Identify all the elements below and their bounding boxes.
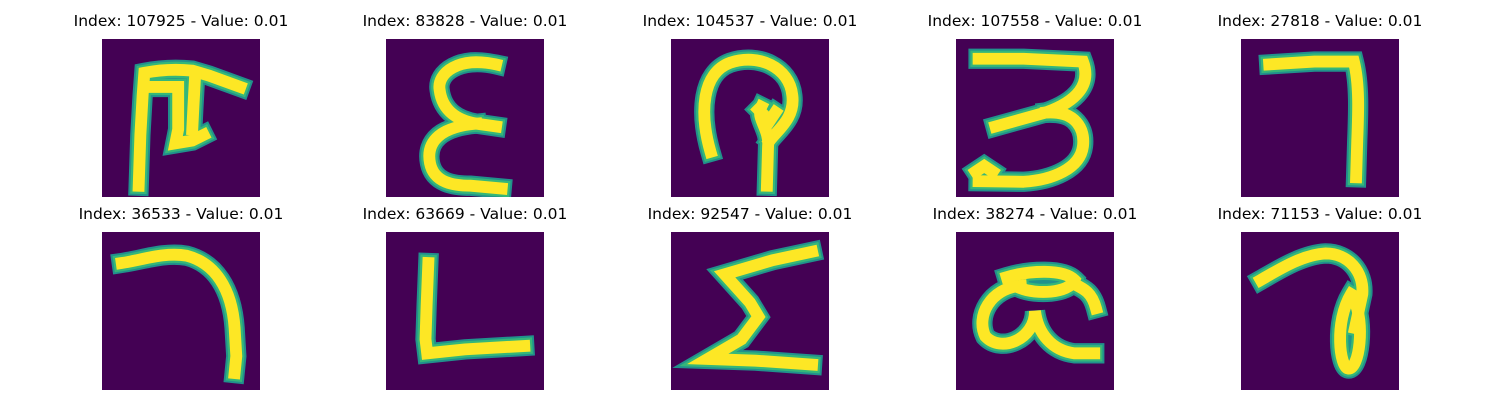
panel-title: Index: 27818 - Value: 0.01 [1217, 12, 1423, 30]
panel-title: Index: 104537 - Value: 0.01 [642, 12, 858, 30]
panel-title: Index: 71153 - Value: 0.01 [1217, 205, 1423, 223]
glyph-image [386, 39, 544, 197]
glyph-image [671, 39, 829, 197]
glyph-stroke [1262, 55, 1365, 184]
panel-7: Index: 63669 - Value: 0.01 [340, 204, 590, 394]
glyph-stroke [976, 279, 1101, 360]
glyph-stroke [687, 244, 820, 371]
panel-5: Index: 27818 - Value: 0.01 [1195, 11, 1445, 201]
panel-1: Index: 107925 - Value: 0.01 [56, 11, 306, 201]
glyph-stroke [1252, 247, 1369, 335]
glyph-image [956, 39, 1114, 197]
glyph-stroke [1063, 274, 1104, 316]
glyph-stroke [423, 117, 509, 195]
glyph-image [1241, 39, 1399, 197]
glyph-stroke [138, 81, 212, 151]
glyph-image [956, 232, 1114, 390]
glyph-stroke [698, 53, 799, 160]
panel-title: Index: 92547 - Value: 0.01 [647, 205, 853, 223]
panel-9: Index: 38274 - Value: 0.01 [910, 204, 1160, 394]
glyph-stroke [186, 69, 202, 136]
glyph-stroke [115, 248, 243, 380]
image-background [386, 232, 544, 390]
panel-4: Index: 107558 - Value: 0.01 [910, 11, 1160, 201]
panel-6: Index: 36533 - Value: 0.01 [56, 204, 306, 394]
glyph-image [386, 232, 544, 390]
glyph-image [671, 232, 829, 390]
glyph-stroke [967, 158, 1001, 180]
panel-title: Index: 83828 - Value: 0.01 [362, 12, 568, 30]
glyph-stroke [1334, 285, 1366, 375]
panel-8: Index: 92547 - Value: 0.01 [625, 204, 875, 394]
panel-title: Index: 63669 - Value: 0.01 [362, 205, 568, 223]
panel-title: Index: 107925 - Value: 0.01 [73, 12, 289, 30]
panel-title: Index: 107558 - Value: 0.01 [927, 12, 1143, 30]
glyph-image [102, 232, 260, 390]
glyph-stroke [972, 106, 1090, 188]
glyph-stroke [750, 101, 784, 131]
panel-title: Index: 38274 - Value: 0.01 [932, 205, 1138, 223]
panel-2: Index: 83828 - Value: 0.01 [340, 11, 590, 201]
panel-title: Index: 36533 - Value: 0.01 [78, 205, 284, 223]
glyph-image [102, 39, 260, 197]
panel-3: Index: 104537 - Value: 0.01 [625, 11, 875, 201]
glyph-stroke [419, 256, 531, 360]
glyph-image [1241, 232, 1399, 390]
panel-10: Index: 71153 - Value: 0.01 [1195, 204, 1445, 394]
